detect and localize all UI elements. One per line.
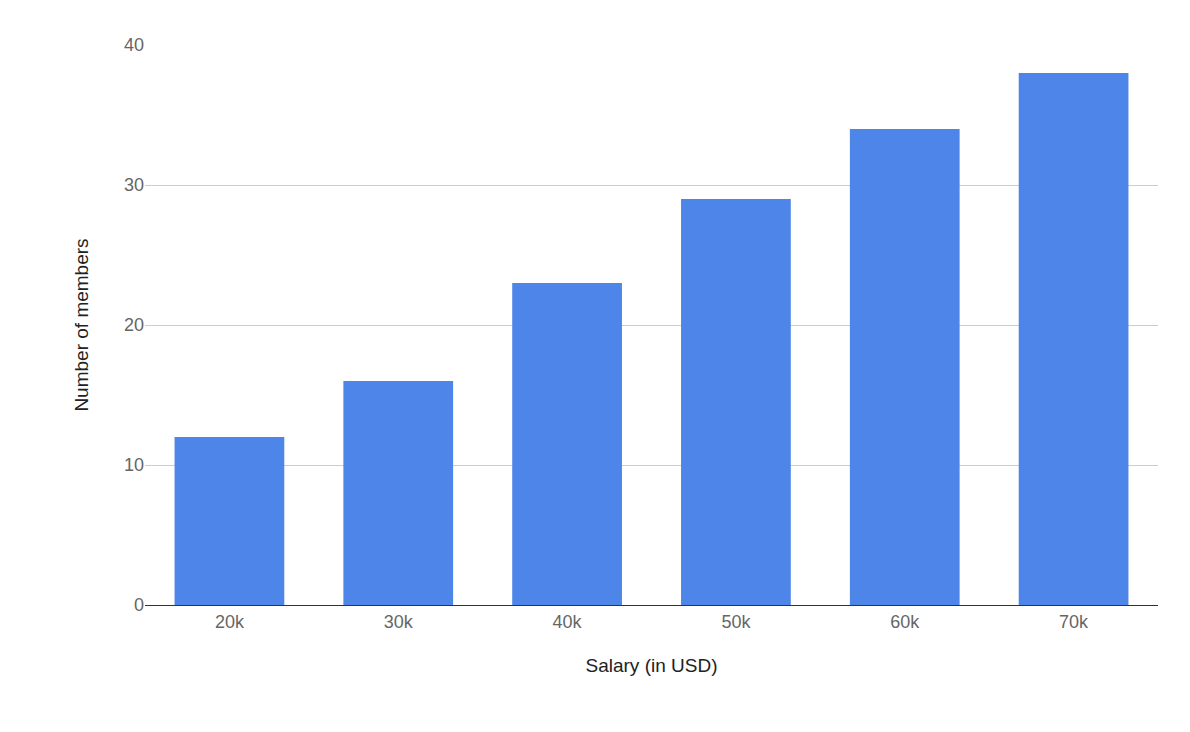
svg-text:40: 40 — [124, 35, 144, 55]
svg-text:20: 20 — [124, 315, 144, 335]
svg-text:30: 30 — [124, 175, 144, 195]
svg-text:10: 10 — [124, 455, 144, 475]
svg-text:50k: 50k — [721, 612, 751, 632]
svg-text:0: 0 — [134, 595, 144, 615]
svg-text:70k: 70k — [1059, 612, 1089, 632]
svg-text:Salary (in USD): Salary (in USD) — [586, 655, 718, 676]
svg-text:60k: 60k — [890, 612, 920, 632]
svg-text:40k: 40k — [553, 612, 583, 632]
svg-text:30k: 30k — [384, 612, 414, 632]
svg-text:Number of members: Number of members — [71, 238, 92, 411]
svg-text:20k: 20k — [215, 612, 245, 632]
